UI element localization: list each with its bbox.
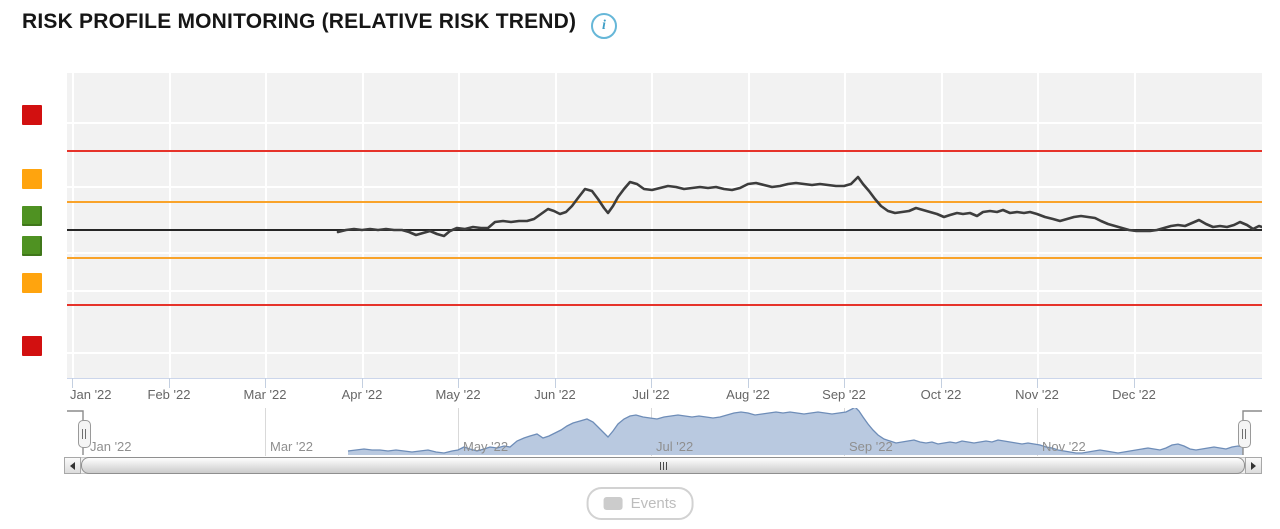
x-axis-label: Mar '22 <box>243 387 287 402</box>
risk-square-high-risk-upper <box>22 105 42 125</box>
x-axis-tick <box>555 378 556 388</box>
v-gridline <box>651 73 653 378</box>
x-axis-tick <box>458 378 459 388</box>
h-gridline <box>67 122 1262 124</box>
scrollbar-right-button[interactable] <box>1245 457 1262 474</box>
v-gridline <box>265 73 267 378</box>
arrow-right-icon <box>1251 461 1256 470</box>
x-axis-label: May '22 <box>435 387 481 402</box>
x-axis-label: Apr '22 <box>341 387 383 402</box>
threshold-line-lower-orange-limit <box>67 257 1262 259</box>
x-axis-tick <box>941 378 942 388</box>
x-axis-tick <box>362 378 363 388</box>
v-gridline <box>72 73 74 378</box>
x-axis-label: Sep '22 <box>822 387 866 402</box>
scrollbar-grip-icon <box>659 461 661 470</box>
h-gridline <box>67 252 1262 254</box>
navigator[interactable]: Jan '22 Mar '22 May '22 Jul '22 Sep '22 Nov '… <box>67 408 1262 456</box>
arrow-left-icon <box>70 461 75 470</box>
v-gridline <box>844 73 846 378</box>
risk-square-normal-risk-upper <box>22 206 42 226</box>
page-title: RISK PROFILE MONITORING (RELATIVE RISK T… <box>22 10 577 33</box>
threshold-line-lower-red-limit <box>67 304 1262 306</box>
threshold-line-upper-orange-limit <box>67 201 1262 203</box>
v-gridline <box>458 73 460 378</box>
x-axis-label: Jun '22 <box>534 387 576 402</box>
x-axis-tick <box>844 378 845 388</box>
x-axis-label: Feb '22 <box>147 387 191 402</box>
v-gridline <box>169 73 171 378</box>
x-axis-tick <box>169 378 170 388</box>
risk-square-elevated-risk-upper <box>22 169 42 189</box>
x-axis-tick <box>265 378 266 388</box>
x-axis-label: Aug '22 <box>726 387 770 402</box>
navigator-label: May '22 <box>463 439 509 454</box>
navigator-label: Mar '22 <box>270 439 313 454</box>
x-axis-label: Dec '22 <box>1112 387 1156 402</box>
x-axis-label: Jul '22 <box>632 387 670 402</box>
x-axis-tick <box>1037 378 1038 388</box>
x-axis-label: Oct '22 <box>920 387 962 402</box>
plot-area <box>67 73 1262 378</box>
v-gridline <box>555 73 557 378</box>
navigator-label: Nov '22 <box>1042 439 1086 454</box>
scrollbar-thumb[interactable] <box>81 457 1245 474</box>
navigator-label: Jan '22 <box>90 439 132 454</box>
x-axis-tick <box>651 378 652 388</box>
navigator-gridline <box>1037 408 1038 456</box>
v-gridline <box>1134 73 1136 378</box>
x-axis-label: Jan '22 <box>70 387 112 402</box>
legend-events-button[interactable]: Events <box>586 487 694 520</box>
info-icon[interactable]: i <box>591 13 617 39</box>
x-axis-line <box>67 378 1262 379</box>
h-gridline <box>67 352 1262 354</box>
events-swatch-icon <box>603 497 623 510</box>
x-axis-tick <box>72 378 73 388</box>
threshold-line-baseline <box>67 229 1262 231</box>
x-axis-tick <box>748 378 749 388</box>
events-label: Events <box>630 495 677 512</box>
risk-square-elevated-risk-lower <box>22 273 42 293</box>
navigator-gridline <box>458 408 459 456</box>
navigator-left-handle[interactable] <box>77 420 91 448</box>
scrollbar-left-button[interactable] <box>64 457 81 474</box>
scrollbar[interactable] <box>64 457 1262 474</box>
navigator-gridline <box>265 408 266 456</box>
navigator-right-handle[interactable] <box>1237 420 1251 448</box>
navigator-label: Sep '22 <box>849 439 893 454</box>
info-icon-glyph: i <box>602 18 606 33</box>
risk-square-high-risk-lower <box>22 336 42 356</box>
threshold-line-upper-red-limit <box>67 150 1262 152</box>
v-gridline <box>748 73 750 378</box>
x-axis-tick <box>1134 378 1135 388</box>
x-axis-label: Nov '22 <box>1015 387 1059 402</box>
v-gridline <box>941 73 943 378</box>
h-gridline <box>67 290 1262 292</box>
v-gridline <box>362 73 364 378</box>
v-gridline <box>1037 73 1039 378</box>
navigator-label: Jul '22 <box>656 439 694 454</box>
risk-square-normal-risk-lower <box>22 236 42 256</box>
risk-trend-series <box>336 175 1262 238</box>
